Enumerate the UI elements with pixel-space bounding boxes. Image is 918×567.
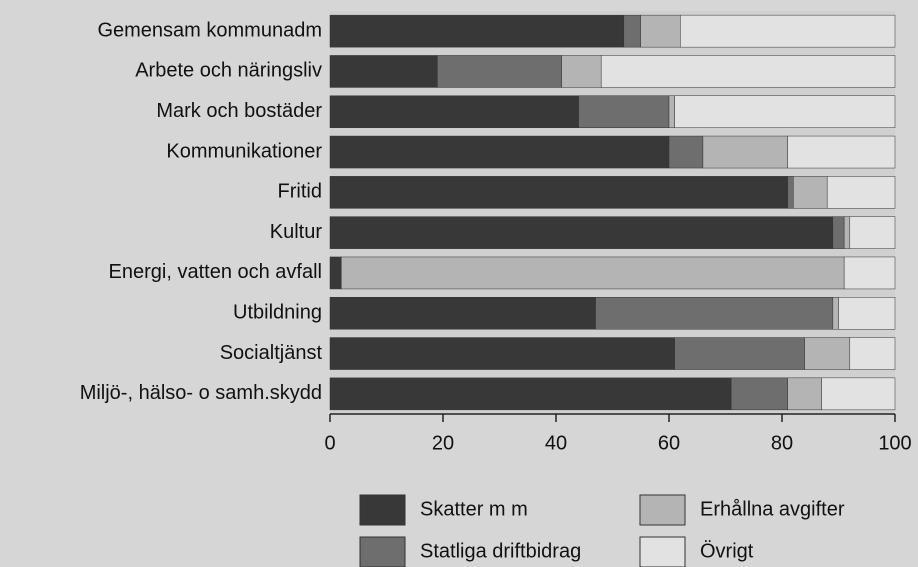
legend-label: Statliga driftbidrag	[420, 540, 581, 562]
x-tick-label: 40	[545, 432, 567, 454]
y-tick-label: Gemensam kommunadm	[97, 19, 322, 41]
legend-label: Erhållna avgifter	[700, 498, 845, 520]
x-tick-label: 100	[878, 432, 911, 454]
legend-swatch	[359, 536, 406, 567]
bar-segment	[437, 55, 562, 88]
bar-segment	[680, 14, 896, 48]
bar-segment	[329, 256, 342, 290]
bar-segment	[578, 95, 670, 128]
bar-segment	[329, 135, 670, 169]
legend-swatch	[639, 536, 686, 567]
bar-segment	[849, 216, 896, 249]
bar-segment	[843, 256, 896, 290]
bar-segment	[329, 377, 732, 411]
bar-segment	[668, 135, 704, 169]
bar-segment	[787, 377, 822, 411]
legend-label: Övrigt	[700, 540, 754, 562]
y-tick-label: Utbildning	[233, 302, 322, 324]
x-tick-label: 20	[432, 432, 454, 454]
bar-segment	[329, 176, 788, 209]
y-tick-label: Mark och bostäder	[156, 100, 322, 122]
bar-segment	[329, 216, 834, 249]
x-tick-label: 0	[324, 432, 335, 454]
bar-segment	[595, 297, 834, 330]
bar-segment	[838, 297, 896, 330]
bar-segment	[668, 95, 675, 128]
bar-segment	[849, 337, 896, 370]
bar-segment	[793, 176, 828, 209]
bar-segment	[832, 216, 845, 249]
bar-segment	[329, 297, 596, 330]
bar-segment	[787, 176, 794, 209]
legend-swatch	[639, 494, 686, 526]
bar-segment	[640, 14, 681, 48]
bar-segment	[787, 135, 896, 169]
legend-label: Skatter m m	[420, 498, 528, 520]
bar-segment	[329, 14, 625, 48]
x-tick-label: 60	[658, 432, 680, 454]
bar-segment	[702, 135, 788, 169]
y-tick-label: Fritid	[278, 181, 322, 203]
bar-segment	[329, 95, 579, 128]
bar-segment	[341, 256, 845, 290]
bar-segment	[329, 337, 675, 370]
y-tick-label: Arbete och näringsliv	[135, 60, 322, 82]
bar-segment	[623, 14, 641, 48]
x-tick-label: 80	[771, 432, 793, 454]
bar-segment	[804, 337, 851, 370]
bar-segment	[826, 176, 896, 209]
bar-segment	[730, 377, 788, 411]
bar-segment	[821, 377, 896, 411]
bar-segment	[832, 297, 839, 330]
y-tick-label: Energi, vatten och avfall	[109, 261, 322, 283]
y-tick-label: Socialtjänst	[220, 342, 323, 364]
y-tick-label: Kultur	[270, 221, 323, 243]
bar-segment	[674, 337, 805, 370]
bar-segment	[674, 95, 896, 128]
y-tick-label: Kommunikationer	[166, 140, 322, 162]
legend-swatch	[359, 494, 406, 526]
bar-segment	[561, 55, 602, 88]
bar-segment	[329, 55, 438, 88]
bar-segment	[843, 216, 851, 249]
y-tick-label: Miljö-, hälso- o samh.skydd	[80, 382, 322, 404]
bar-segment	[600, 55, 896, 88]
